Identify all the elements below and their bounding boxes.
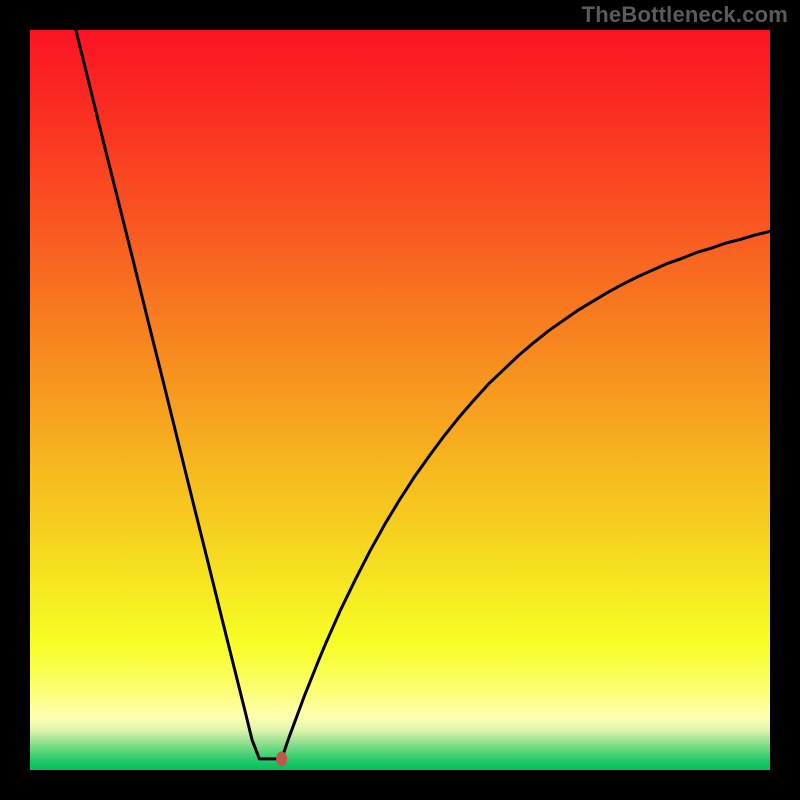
watermark-text: TheBottleneck.com: [582, 2, 788, 28]
plot-background: [30, 30, 770, 770]
chart-svg: [0, 0, 800, 800]
chart-container: TheBottleneck.com: [0, 0, 800, 800]
minimum-marker: [276, 752, 287, 767]
